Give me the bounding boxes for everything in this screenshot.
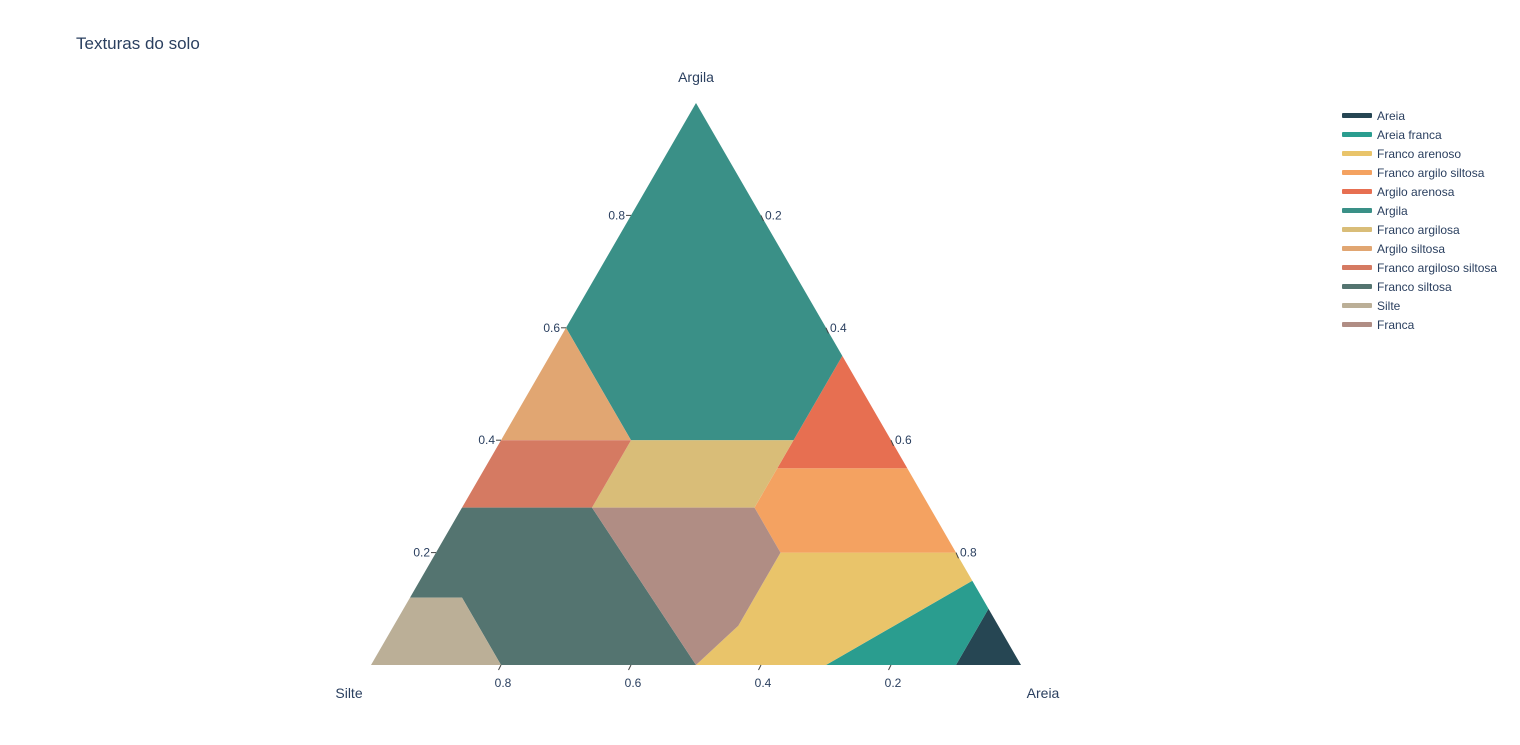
region-argila[interactable] xyxy=(566,103,843,441)
areia-axis-tick-mark xyxy=(890,439,894,447)
region-argilo-siltosa[interactable] xyxy=(501,327,631,441)
silte-axis-tick-mark xyxy=(498,664,502,671)
legend-item-argilo-arenosa[interactable]: Argilo arenosa xyxy=(1342,182,1497,201)
axis-title-silte: Silte xyxy=(335,685,362,701)
areia-axis-tick-mark xyxy=(955,552,959,559)
silte-axis-tick-label: 0.4 xyxy=(755,676,772,690)
region-argilo-arenosa[interactable] xyxy=(777,355,908,469)
legend-item-franco-arenoso[interactable]: Franco arenoso xyxy=(1342,144,1497,163)
argila-axis-tick-label: 0.2 xyxy=(413,546,430,560)
axis-title-argila: Argila xyxy=(678,69,714,85)
region-silte[interactable] xyxy=(371,597,501,665)
legend-swatch xyxy=(1342,113,1372,118)
legend-label: Areia xyxy=(1377,108,1406,123)
legend-item-areia-franca[interactable]: Areia franca xyxy=(1342,125,1497,144)
region-areia[interactable] xyxy=(956,608,1021,665)
region-franco-argilosa[interactable] xyxy=(592,440,794,508)
region-franco-siltosa[interactable] xyxy=(410,507,696,665)
areia-axis-tick-mark xyxy=(760,215,764,222)
legend-label: Franco argilo siltosa xyxy=(1377,165,1485,180)
silte-axis-tick-label: 0.8 xyxy=(495,676,512,690)
legend-swatch xyxy=(1342,189,1372,194)
legend-item-areia[interactable]: Areia xyxy=(1342,106,1497,125)
areia-axis-tick-label: 0.6 xyxy=(895,433,912,447)
legend-swatch xyxy=(1342,303,1372,308)
legend-swatch xyxy=(1342,227,1372,232)
legend-item-franco-argilo-siltosa[interactable]: Franco argilo siltosa xyxy=(1342,163,1497,182)
legend-swatch xyxy=(1342,284,1372,289)
region-franco-arenoso[interactable] xyxy=(696,552,973,665)
legend-swatch xyxy=(1342,246,1372,251)
legend-label: Franca xyxy=(1377,317,1415,332)
axis-title-areia: Areia xyxy=(1027,685,1060,701)
argila-axis-tick-label: 0.4 xyxy=(478,433,495,447)
silte-axis-tick-label: 0.6 xyxy=(625,676,642,690)
legend-swatch xyxy=(1342,151,1372,156)
legend-swatch xyxy=(1342,170,1372,175)
legend-swatch xyxy=(1342,208,1372,213)
legend-item-argilo-siltosa[interactable]: Argilo siltosa xyxy=(1342,239,1497,258)
legend-label: Franco siltosa xyxy=(1377,279,1452,294)
region-franco-argiloso-siltosa[interactable] xyxy=(462,440,631,508)
legend-item-argila[interactable]: Argila xyxy=(1342,201,1497,220)
legend-label: Franco argiloso siltosa xyxy=(1377,260,1498,275)
chart-title: Texturas do solo xyxy=(76,34,200,53)
legend-label: Franco argilosa xyxy=(1377,222,1460,237)
silte-axis-tick-mark xyxy=(888,664,892,671)
region-franca[interactable] xyxy=(592,507,781,665)
legend-label: Franco arenoso xyxy=(1377,146,1462,161)
legend-swatch xyxy=(1342,322,1372,327)
legend-swatch xyxy=(1342,265,1372,270)
legend-item-franca[interactable]: Franca xyxy=(1342,315,1497,334)
areia-axis-tick-label: 0.4 xyxy=(830,321,847,335)
legend-item-franco-argiloso-siltosa[interactable]: Franco argiloso siltosa xyxy=(1342,258,1497,277)
legend: Areia Areia franca Franco arenoso Franco ar… xyxy=(1342,106,1497,334)
argila-axis-tick-label: 0.8 xyxy=(608,208,625,222)
legend-item-silte[interactable]: Silte xyxy=(1342,296,1497,315)
legend-label: Argilo siltosa xyxy=(1377,241,1446,256)
region-areia-franca[interactable] xyxy=(826,580,989,665)
areia-axis-tick-label: 0.8 xyxy=(960,546,977,560)
legend-label: Argila xyxy=(1377,203,1408,218)
legend-item-franco-siltosa[interactable]: Franco siltosa xyxy=(1342,277,1497,296)
areia-axis-tick-label: 0.2 xyxy=(765,208,782,222)
silte-axis-tick-label: 0.2 xyxy=(885,676,902,690)
legend-item-franco-argilosa[interactable]: Franco argilosa xyxy=(1342,220,1497,239)
areia-axis-tick-mark xyxy=(825,327,829,334)
argila-axis-tick-label: 0.6 xyxy=(543,321,560,335)
legend-label: Silte xyxy=(1377,298,1401,313)
silte-axis-tick-mark xyxy=(758,664,762,671)
region-franco-argilo-siltosa[interactable] xyxy=(754,468,957,553)
legend-label: Areia franca xyxy=(1377,127,1442,142)
legend-swatch xyxy=(1342,132,1372,137)
legend-label: Argilo arenosa xyxy=(1377,184,1455,199)
silte-axis-tick-mark xyxy=(628,664,632,671)
